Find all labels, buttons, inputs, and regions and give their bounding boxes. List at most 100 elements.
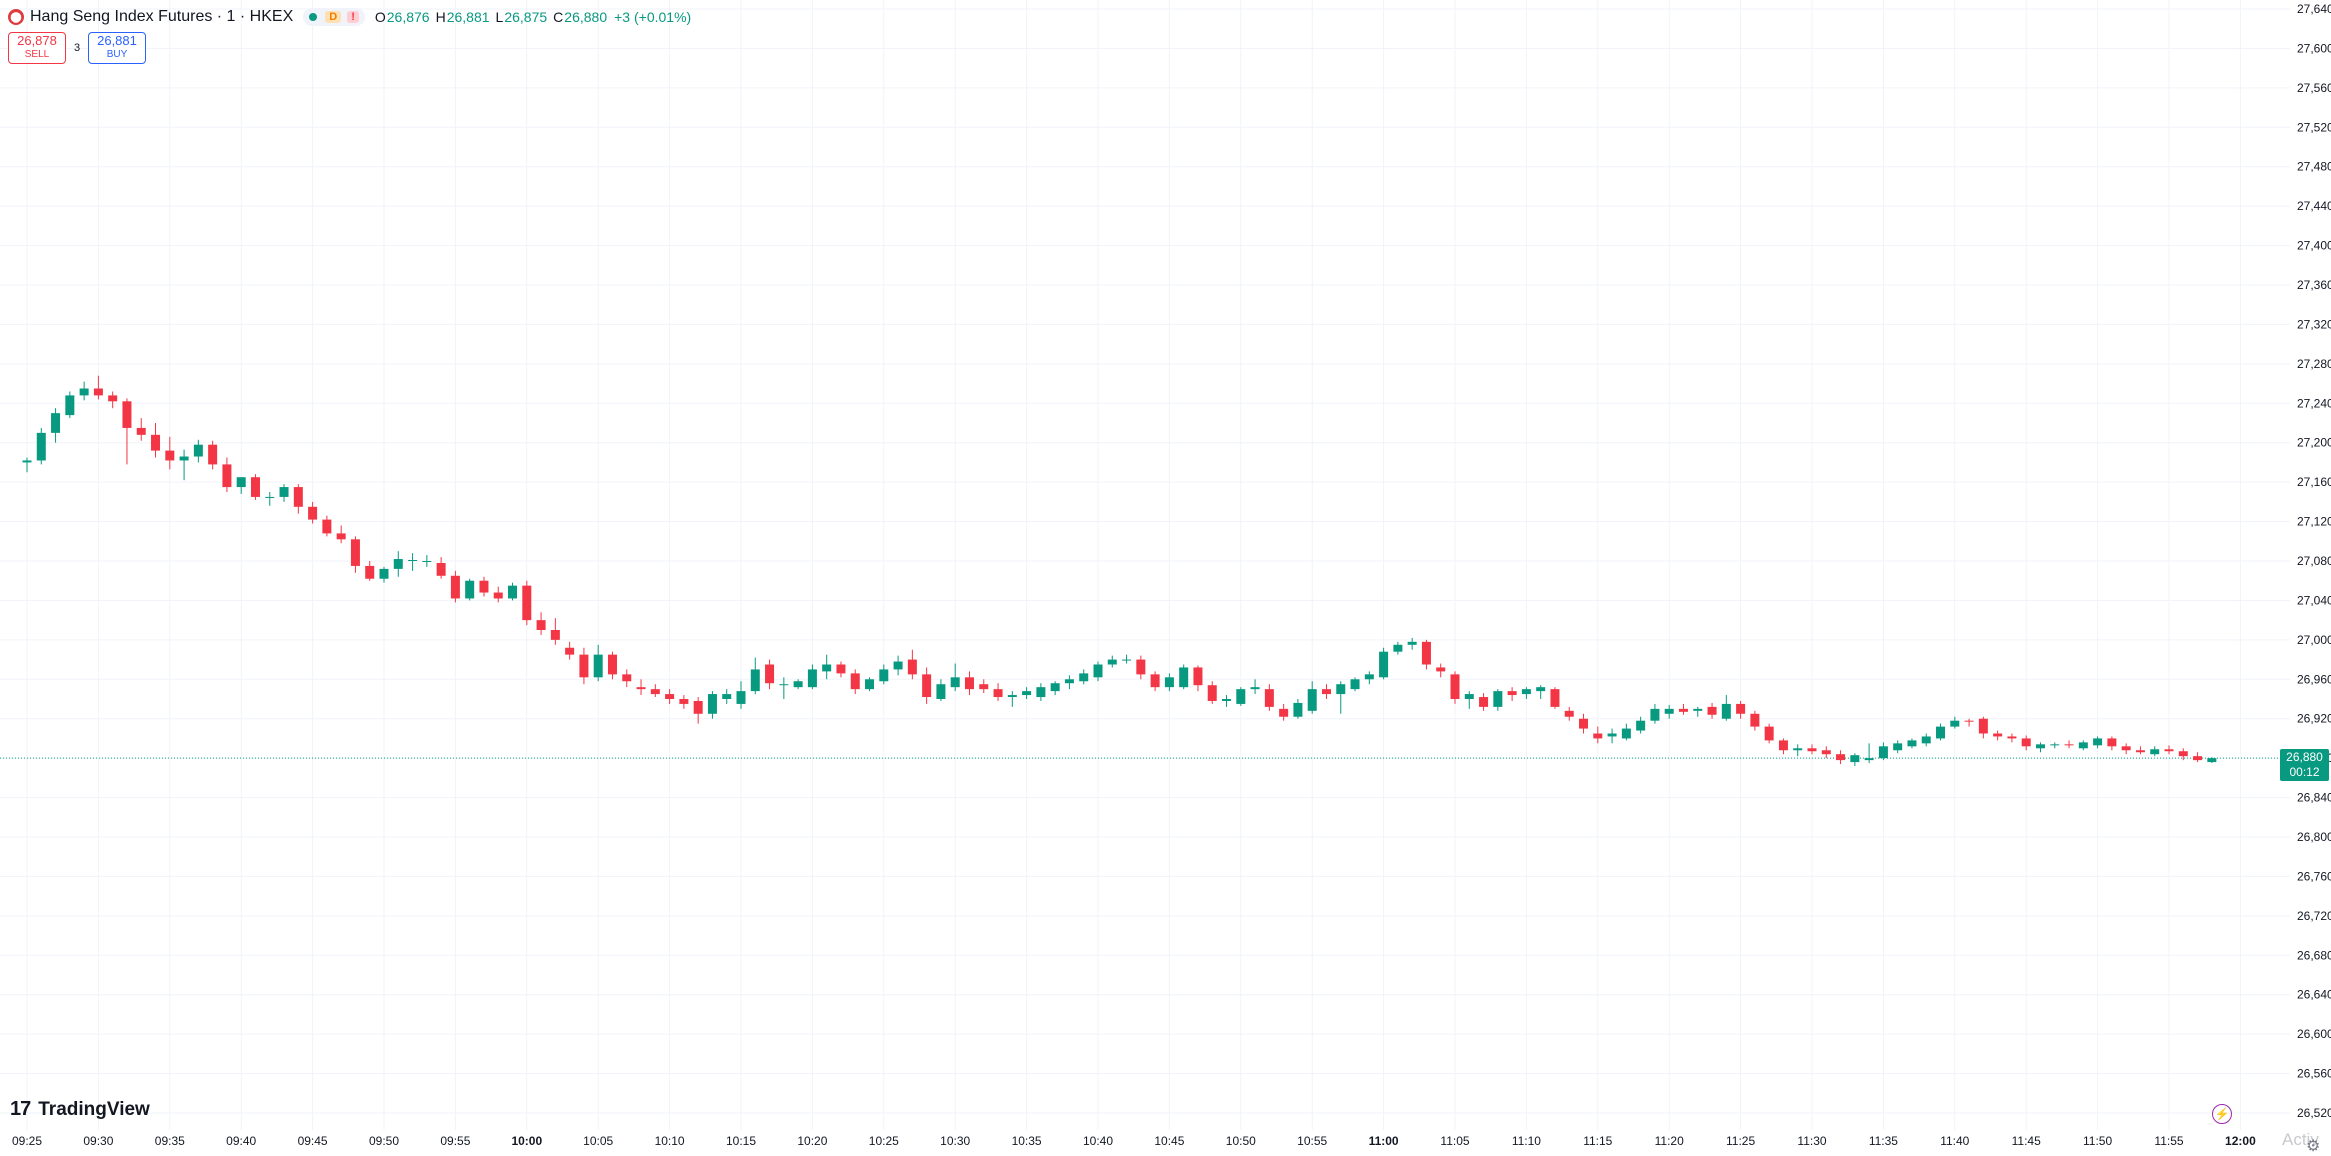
alert-badge[interactable]: !	[347, 11, 359, 23]
candle-body	[151, 434, 161, 451]
time-axis[interactable]: 09:25 09:30 09:35 09:40 09:45 09:50 09:55 10:00…	[12, 1134, 2256, 1148]
candle-body	[1936, 726, 1946, 739]
candle-up	[865, 677, 875, 692]
candle-down	[2193, 752, 2203, 763]
candle-body	[1036, 687, 1046, 698]
candle-body	[1393, 644, 1403, 652]
x-tick-label: 11:55	[2154, 1134, 2183, 1148]
market-status-pill[interactable]: D !	[303, 8, 365, 26]
low-key: L	[495, 9, 504, 25]
y-tick-label: 27,200	[2297, 436, 2331, 450]
candle-body	[1236, 689, 1246, 704]
candle-body	[1179, 667, 1189, 688]
candle-body	[208, 444, 218, 465]
candle-down	[365, 561, 375, 581]
candle-up	[65, 391, 75, 419]
candle-body	[293, 487, 303, 507]
candle-up	[1636, 716, 1646, 734]
tradingview-logo[interactable]: 17 TradingView	[10, 1098, 150, 1121]
candle-down	[122, 398, 132, 465]
candle-body	[479, 580, 489, 593]
x-tick-label: 10:35	[1012, 1134, 1042, 1148]
x-tick-label: 11:10	[1512, 1134, 1541, 1148]
candle-body	[750, 669, 760, 692]
candle-down	[1750, 710, 1760, 731]
hkex-logo-icon: ⬤	[8, 9, 24, 25]
candle-up	[1007, 691, 1017, 707]
x-tick-label: 11:30	[1797, 1134, 1826, 1148]
candle-body	[1164, 677, 1174, 688]
candle-down	[1450, 671, 1460, 704]
low-value: 26,875	[504, 9, 548, 25]
candle-up	[2050, 742, 2060, 749]
candle-body	[1222, 699, 1232, 701]
spread-value: 3	[73, 42, 81, 54]
candle-up	[1407, 637, 1417, 650]
delayed-data-badge[interactable]: D	[325, 11, 342, 23]
candle-down	[336, 525, 346, 544]
candle-body	[693, 700, 703, 714]
bar-countdown: 00:12	[2289, 765, 2320, 779]
x-tick-label: 10:20	[797, 1134, 827, 1148]
candle-body	[922, 674, 932, 698]
candle-body	[2078, 742, 2088, 749]
gear-icon[interactable]: ⚙	[2306, 1138, 2321, 1155]
candle-body	[2035, 744, 2045, 749]
candle-down	[450, 570, 460, 603]
candle-body	[2007, 736, 2017, 739]
candle-up	[1250, 679, 1260, 695]
candle-down	[964, 671, 974, 696]
candle-body	[1022, 691, 1032, 696]
candle-body	[1821, 750, 1831, 755]
candle-body	[65, 395, 75, 416]
candle-up	[879, 664, 889, 685]
candle-body	[2050, 744, 2060, 746]
candle-down	[665, 689, 675, 704]
candle-down	[1421, 639, 1431, 670]
candle-body	[1893, 743, 1903, 751]
candle-up	[950, 663, 960, 692]
lightning-icon[interactable]: ⚡	[2212, 1104, 2232, 1124]
candle-down	[1593, 726, 1603, 744]
candle-body	[1007, 695, 1017, 698]
candle-body	[1650, 708, 1660, 721]
symbol-title[interactable]: Hang Seng Index Futures · 1 · HKEX	[30, 8, 294, 25]
candle-body	[736, 691, 746, 704]
candle-body	[993, 689, 1003, 698]
buy-button[interactable]: 26,881 BUY	[88, 32, 146, 64]
candle-body	[1593, 733, 1603, 739]
candle-body	[1850, 755, 1860, 763]
candle-body	[1450, 674, 1460, 699]
candle-body	[1664, 708, 1674, 714]
candle-body	[2207, 758, 2217, 763]
open-key: O	[374, 9, 386, 25]
candle-body	[1407, 641, 1417, 645]
candle-body	[1307, 689, 1317, 711]
candle-up	[2207, 757, 2217, 764]
close-value: 26,880	[564, 9, 608, 25]
candle-up	[1721, 695, 1731, 721]
candle-down	[1550, 687, 1560, 709]
price-axis[interactable]: 26,520 26,560 26,600 26,640 26,680 26,720 26,7…	[2297, 2, 2331, 1120]
y-tick-label: 27,320	[2297, 317, 2331, 331]
candle-body	[707, 694, 717, 714]
candle-body	[1150, 674, 1160, 688]
candle-body	[1564, 710, 1574, 717]
candle-body	[1350, 679, 1360, 690]
candle-body	[1279, 708, 1289, 717]
chart-legend-header: ⬤ Hang Seng Index Futures · 1 · HKEX D !…	[8, 6, 691, 28]
candle-body	[579, 654, 589, 678]
candle-up	[793, 679, 803, 690]
candle-body	[2064, 744, 2074, 746]
candle-up	[1893, 740, 1903, 754]
sell-button[interactable]: 26,878 SELL	[8, 32, 66, 64]
candle-body	[1521, 689, 1531, 695]
candle-body	[1421, 641, 1431, 665]
candle-body	[265, 496, 275, 498]
candle-body	[336, 533, 346, 540]
x-tick-label: 10:10	[655, 1134, 685, 1148]
candle-body	[907, 659, 917, 675]
x-tick-label: 11:00	[1369, 1134, 1399, 1148]
candle-up	[1936, 723, 1946, 741]
